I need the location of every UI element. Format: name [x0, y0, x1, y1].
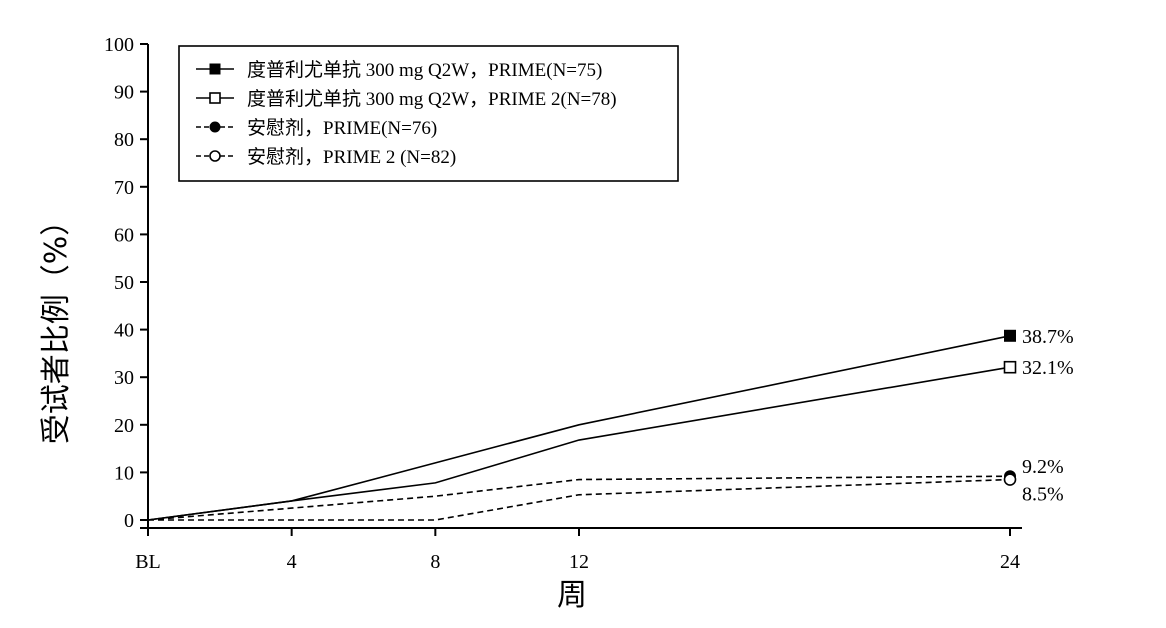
y-tick-label: 30: [114, 367, 134, 389]
y-tick-label: 90: [114, 82, 134, 104]
legend-item-1: 度普利尤单抗 300 mg Q2W，PRIME(N=75): [196, 59, 602, 81]
y-tick-label: 60: [114, 224, 134, 246]
marker-open-circle: [209, 150, 221, 162]
axes: 0 10 20 30 40 50 60 70 80 90 100 BL 4 8 12 24: [104, 34, 1022, 573]
y-axis-label: 受试者比例（%）: [39, 206, 74, 445]
series-3: 9.2%: [147, 456, 1064, 521]
series-1: 38.7%: [147, 326, 1074, 521]
end-label: 8.5%: [1022, 484, 1064, 506]
x-tick-label: 24: [1000, 551, 1020, 573]
legend-box: [178, 45, 679, 182]
series-layer: 38.7% 32.1% 9.2% 8.5%: [147, 326, 1074, 521]
series-4: 8.5%: [148, 473, 1064, 521]
legend-label: 度普利尤单抗 300 mg Q2W，PRIME(N=75): [247, 59, 602, 81]
y-tick-label: 20: [114, 415, 134, 437]
marker-open-square: [1003, 360, 1017, 374]
marker-filled-square: [209, 63, 221, 75]
legend-label: 安慰剂，PRIME(N=76): [247, 117, 437, 139]
y-tick-label: 10: [114, 462, 134, 484]
end-label: 9.2%: [1022, 456, 1064, 478]
y-tick-label: 100: [104, 34, 134, 56]
marker-open-square: [209, 92, 221, 104]
x-tick-label: 8: [430, 551, 440, 573]
series-line: [147, 366, 1011, 521]
legend-label: 安慰剂，PRIME 2 (N=82): [247, 146, 456, 168]
end-label: 38.7%: [1022, 326, 1074, 348]
x-tick-label: 4: [287, 551, 297, 573]
series-2: 32.1%: [147, 357, 1074, 521]
marker-filled-circle: [209, 121, 221, 133]
marker-filled-square: [1004, 329, 1016, 342]
y-tick-label: 80: [114, 129, 134, 151]
legend-item-4: 安慰剂，PRIME 2 (N=82): [196, 146, 456, 168]
legend: 度普利尤单抗 300 mg Q2W，PRIME(N=75) 度普利尤单抗 300 …: [178, 45, 679, 182]
x-axis-label: 周: [557, 578, 587, 613]
x-tick-label: BL: [135, 551, 161, 573]
x-tick-label: 12: [569, 551, 589, 573]
y-tick-label: 40: [114, 320, 134, 342]
y-tick-label: 50: [114, 272, 134, 294]
end-label: 32.1%: [1022, 357, 1074, 379]
series-line: [148, 478, 1011, 521]
series-line: [147, 475, 1011, 521]
marker-open-circle: [1003, 473, 1017, 486]
y-tick-label: 70: [114, 177, 134, 199]
legend-label: 度普利尤单抗 300 mg Q2W，PRIME 2(N=78): [247, 88, 617, 110]
y-tick-label: 0: [124, 510, 134, 532]
legend-item-2: 度普利尤单抗 300 mg Q2W，PRIME 2(N=78): [196, 88, 617, 110]
legend-item-3: 安慰剂，PRIME(N=76): [196, 117, 437, 139]
series-line: [147, 335, 1011, 521]
